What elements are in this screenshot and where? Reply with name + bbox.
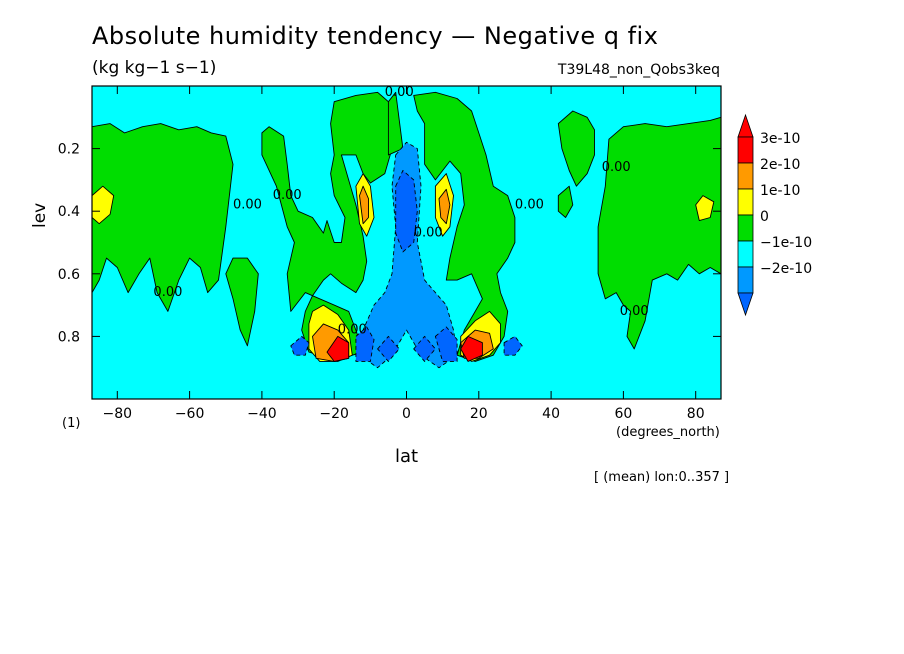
colorbar-swatch-1 [737,162,754,190]
colorbar-label-4: −1e-10 [760,235,812,251]
contour-region-1 [225,257,259,347]
contour-region-24 [290,335,310,356]
contour-label-4: 0.00 [414,226,443,241]
contour-region-6 [597,116,721,350]
x-tick-label-5: 20 [470,406,488,422]
x-tick-label-2: −40 [247,406,277,422]
contour-region-23 [434,326,458,362]
contour-region-9 [695,195,715,222]
contour-region-18 [326,335,350,362]
contour-label-0: 0.00 [385,85,414,100]
x-axis-units: (degrees_north) [616,425,720,440]
y-tick-label-1: 0.4 [58,204,80,220]
colorbar-label-5: −2e-10 [760,261,812,277]
colorbar-swatch-2 [737,188,754,216]
colorbar-swatch-4 [737,240,754,268]
x-tick-label-3: −20 [319,406,349,422]
chart-units: (kg kg−1 s−1) [92,58,217,78]
contour-label-5: 0.00 [515,197,544,212]
contour-label-3: 0.00 [273,188,302,203]
y-tick-label-0: 0.2 [58,142,80,158]
contour-region-2 [261,91,393,356]
x-tick-label-8: 80 [687,406,705,422]
x-tick-label-7: 60 [614,406,632,422]
y-tick-label-2: 0.6 [58,267,80,283]
run-label: T39L48_non_Qobs3keq [557,62,720,78]
contour-region-27 [413,335,436,362]
contour-region-8 [92,185,115,225]
contour-region-25 [503,335,523,356]
x-axis-label: lat [395,446,419,467]
panel-label: (1) [62,416,81,431]
colorbar-label-2: 1e-10 [760,183,800,199]
colorbar-swatch-0 [737,136,754,164]
contour-labels: 0.00 0.00 0.00 0.00 0.00 0.00 0.00 0.00 0.00 [153,85,649,338]
x-tick-label-1: −60 [175,406,205,422]
colorbar-label-1: 2e-10 [760,157,800,173]
contour-region-21 [395,170,418,253]
x-tick-label-6: 40 [542,406,560,422]
filled-contours [92,91,721,369]
x-tick-label-4: 0 [402,406,411,422]
contour-region-22 [355,326,375,362]
averaging-note: [ (mean) lon:0..357 ] [594,470,730,485]
contour-label-2: 0.00 [233,197,262,212]
chart-title: Absolute humidity tendency — Negative q … [92,22,659,50]
contour-region-5 [557,185,574,218]
contour-label-7: 0.00 [620,304,649,319]
colorbar: 3e-10 2e-10 1e-10 0 −1e-10 −2e-10 [737,113,812,317]
contour-region-4 [557,110,595,187]
y-axis-ticks: 0.2 0.4 0.6 0.8 [58,142,721,345]
colorbar-under-arrow [737,292,754,317]
colorbar-swatch-5 [737,266,754,294]
contour-region-15 [438,188,451,225]
colorbar-swatch-3 [737,214,754,242]
contour-region-26 [377,335,400,362]
contour-region-0 [92,123,234,312]
colorbar-label-3: 0 [760,209,769,225]
y-tick-label-3: 0.8 [58,329,80,345]
x-tick-label-0: −80 [103,406,133,422]
contour-label-6: 0.00 [153,285,182,300]
colorbar-label-0: 3e-10 [760,131,800,147]
contour-region-14 [359,185,369,225]
colorbar-over-arrow [737,113,754,138]
contour-label-8: 0.00 [338,323,367,338]
contour-region-19 [460,335,483,362]
contour-label-1: 0.00 [602,160,631,175]
x-axis-ticks: −80 −60 −40 −20 0 20 40 60 80 [103,86,705,422]
